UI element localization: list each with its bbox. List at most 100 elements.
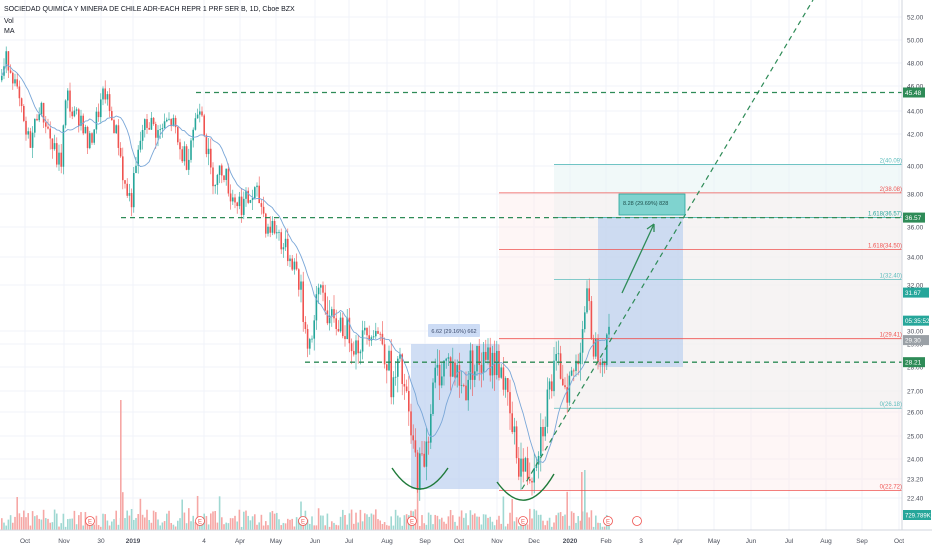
candle-body bbox=[196, 114, 199, 119]
x-tick-label: 2020 bbox=[563, 538, 578, 545]
candle-body bbox=[227, 168, 230, 194]
indicator-ma[interactable]: MA bbox=[4, 28, 15, 35]
volume-bar bbox=[254, 514, 256, 530]
candle-body bbox=[502, 367, 505, 390]
volume-bar bbox=[322, 515, 324, 530]
volume-bar bbox=[309, 523, 311, 530]
candle-body bbox=[282, 247, 285, 250]
candle-body bbox=[469, 350, 472, 380]
y-axis[interactable]: 52.00 50.00 48.00 46.00 44.00 42.00 40.00 38.00… bbox=[901, 0, 931, 530]
candle-body bbox=[342, 317, 344, 337]
candle-body bbox=[410, 411, 412, 436]
volume-bar bbox=[566, 491, 568, 530]
volume-bar bbox=[120, 400, 122, 530]
candle-body bbox=[40, 102, 43, 115]
candle-body bbox=[157, 130, 159, 138]
candle-body bbox=[185, 146, 188, 170]
x-tick-label: Apr bbox=[673, 538, 684, 545]
volume-bar bbox=[421, 515, 423, 530]
volume-bar bbox=[458, 516, 461, 530]
volume-bar bbox=[434, 514, 436, 530]
x-tick-label: Jun bbox=[746, 538, 757, 545]
volume-bar bbox=[45, 518, 47, 530]
candle-body bbox=[357, 340, 359, 354]
volume-bar bbox=[34, 516, 36, 530]
candle-body bbox=[425, 441, 428, 467]
volume-bar bbox=[196, 495, 199, 530]
candle-body bbox=[430, 413, 432, 443]
candle-body bbox=[128, 193, 131, 196]
fib-label: 0(22.72) bbox=[880, 484, 902, 490]
candle-body bbox=[280, 232, 282, 250]
fib-label: 0(26.18) bbox=[880, 402, 902, 408]
volume-bar bbox=[584, 470, 586, 530]
candle-body bbox=[302, 281, 304, 322]
indicator-vol[interactable]: Vol bbox=[4, 18, 14, 25]
volume-bar bbox=[562, 516, 564, 530]
candle-body bbox=[315, 294, 318, 321]
candle-body bbox=[97, 111, 100, 118]
y-tick-label: 48.00 bbox=[907, 61, 924, 68]
candle-body bbox=[49, 128, 51, 139]
volume-bar bbox=[5, 525, 7, 530]
x-tick-label: 30 bbox=[97, 538, 105, 545]
x-tick-label: Dec bbox=[528, 538, 540, 545]
candle-body bbox=[553, 360, 555, 392]
x-tick-label: Jul bbox=[785, 538, 794, 545]
candle-body bbox=[443, 360, 445, 377]
candle-body bbox=[522, 458, 524, 472]
candle-body bbox=[573, 370, 575, 372]
bottom-arc-left bbox=[391, 467, 449, 490]
volume-bar bbox=[456, 525, 458, 530]
candle-body bbox=[333, 309, 335, 319]
x-tick-label: Nov bbox=[491, 538, 503, 545]
volume-bar bbox=[474, 513, 476, 530]
volume-bar bbox=[315, 525, 318, 530]
candle-body bbox=[381, 333, 384, 345]
volume-bar bbox=[190, 521, 192, 530]
candle-body bbox=[339, 317, 342, 332]
candle-body bbox=[155, 123, 157, 138]
volume-bar bbox=[168, 510, 170, 530]
candle-body bbox=[491, 352, 494, 376]
candle-body bbox=[392, 377, 395, 398]
candle-body bbox=[559, 353, 562, 379]
x-tick-label: 3 bbox=[639, 538, 643, 545]
candle-body bbox=[441, 376, 443, 386]
earnings-marker-icon bbox=[85, 516, 95, 526]
volume-bar bbox=[210, 513, 212, 530]
candle-body bbox=[80, 115, 82, 126]
volume-bar bbox=[133, 519, 135, 530]
candle-body bbox=[370, 337, 373, 341]
volume-bar bbox=[27, 513, 29, 530]
candle-body bbox=[509, 392, 511, 414]
y-tick-label: 27.00 bbox=[907, 389, 924, 396]
candle-body bbox=[124, 180, 126, 184]
volume-bar bbox=[346, 524, 348, 530]
earnings-marker-label: E bbox=[521, 520, 525, 526]
candle-body bbox=[388, 350, 390, 371]
candle-body bbox=[531, 480, 533, 483]
volume-bar bbox=[344, 515, 346, 530]
candle-body bbox=[562, 378, 564, 386]
volume-bar bbox=[278, 519, 280, 530]
candle-body bbox=[337, 328, 340, 332]
volume-bar bbox=[62, 513, 65, 530]
candle-body bbox=[1, 75, 3, 81]
volume-bar bbox=[568, 525, 571, 530]
volume-bar bbox=[324, 525, 326, 530]
volume-bar bbox=[108, 525, 111, 530]
candle-body bbox=[416, 452, 419, 490]
volume-bar bbox=[520, 522, 522, 530]
candle-body bbox=[293, 261, 296, 270]
projection-arrow-head bbox=[646, 223, 655, 232]
volume-bar bbox=[201, 524, 203, 530]
x-axis[interactable]: Oct Nov 30 2019 4 Apr May Jun Jul Aug Sep Oct Nov Dec… bbox=[0, 529, 932, 545]
x-tick-label: Sep bbox=[856, 538, 868, 545]
candle-body bbox=[546, 389, 549, 427]
candle-body bbox=[183, 146, 186, 162]
candle-body bbox=[84, 126, 87, 134]
volume-bar bbox=[128, 515, 131, 530]
volume-bar bbox=[555, 515, 557, 530]
